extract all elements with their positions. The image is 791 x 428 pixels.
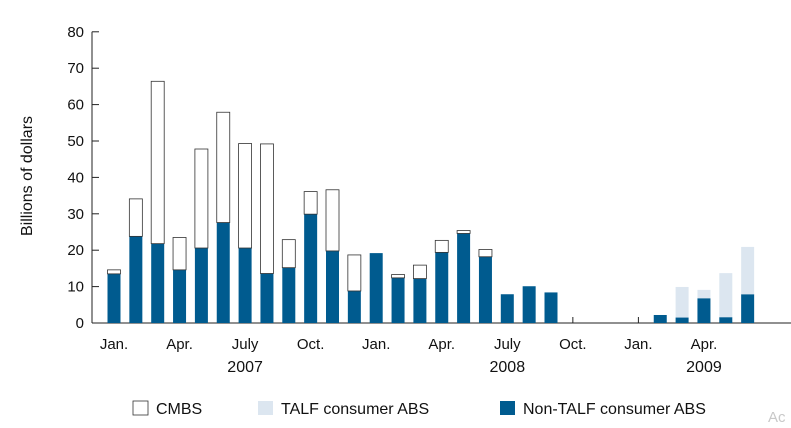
- x-tick-label: Apr.: [428, 336, 455, 353]
- bar-segment-talf-consumer-abs: [719, 273, 733, 318]
- y-axis-title: Billions of dollars: [19, 116, 36, 236]
- x-tick-label: July: [232, 336, 259, 353]
- bar-segment-non-talf-consumer-abs: [653, 314, 667, 323]
- y-tick-label: 40: [67, 169, 84, 186]
- x-tick-label: Jan.: [100, 336, 128, 353]
- x-tick-label: Apr.: [691, 336, 718, 353]
- y-tick-label: 80: [67, 24, 84, 41]
- y-tick-label: 0: [76, 315, 84, 332]
- bar-segment-non-talf-consumer-abs: [478, 256, 492, 323]
- bar-segment-non-talf-consumer-abs: [151, 243, 165, 323]
- bar-segment-non-talf-consumer-abs: [413, 278, 427, 323]
- bar-segment-non-talf-consumer-abs: [216, 222, 230, 323]
- legend-swatch: [258, 401, 273, 415]
- bar-segment-non-talf-consumer-abs: [260, 273, 274, 323]
- bar-segment-non-talf-consumer-abs: [369, 253, 383, 323]
- year-label: 2007: [227, 359, 263, 376]
- bar-segment-cmbs: [325, 189, 340, 252]
- bar-segment-non-talf-consumer-abs: [697, 298, 711, 323]
- bar-segment-cmbs: [172, 237, 187, 271]
- bar-segment-non-talf-consumer-abs: [391, 277, 405, 323]
- bar-segment-non-talf-consumer-abs: [500, 294, 514, 323]
- y-tick-label: 30: [67, 206, 84, 223]
- bar-segment-non-talf-consumer-abs: [435, 252, 449, 323]
- bar-segment-cmbs: [391, 274, 405, 279]
- bar-segment-cmbs: [194, 148, 209, 249]
- bar-segment-talf-consumer-abs: [741, 246, 755, 295]
- y-tick-label: 60: [67, 97, 84, 114]
- x-axis: Jan. Apr. July Oct. Jan. Apr. July Oct. Jan. Apr.…: [92, 317, 791, 376]
- watermark-text: Ac: [768, 409, 786, 426]
- bar-segment-non-talf-consumer-abs: [719, 317, 733, 323]
- x-tick-label: Oct.: [297, 336, 325, 353]
- bar-segment-cmbs: [412, 264, 427, 279]
- legend-label: CMBS: [156, 401, 202, 418]
- bar-segment-non-talf-consumer-abs: [282, 267, 296, 323]
- y-tick-label: 50: [67, 133, 84, 150]
- bar-segment-cmbs: [456, 230, 471, 234]
- bar-segment-cmbs: [238, 143, 253, 249]
- bar-segment-non-talf-consumer-abs: [522, 286, 536, 323]
- bar-segment-non-talf-consumer-abs: [173, 269, 187, 323]
- bar-segment-cmbs: [128, 198, 143, 237]
- bar-segment-cmbs: [107, 269, 121, 275]
- bar-segment-non-talf-consumer-abs: [238, 248, 252, 323]
- legend-label: TALF consumer ABS: [281, 401, 429, 418]
- x-tick-label: Apr.: [166, 336, 193, 353]
- bar-segment-cmbs: [347, 254, 362, 292]
- bar-segment-non-talf-consumer-abs: [457, 233, 471, 323]
- bar-segment-cmbs: [303, 191, 318, 215]
- bar-segment-talf-consumer-abs: [697, 289, 711, 299]
- bar-segment-non-talf-consumer-abs: [675, 317, 689, 323]
- legend: CMBS TALF consumer ABS Non-TALF consumer A…: [132, 400, 706, 418]
- x-tick-label: Oct.: [559, 336, 587, 353]
- y-tick-label: 70: [67, 60, 84, 77]
- y-tick-label: 10: [67, 279, 84, 296]
- legend-swatch: [132, 400, 149, 416]
- bar-segment-cmbs: [434, 239, 449, 253]
- bar-segment-non-talf-consumer-abs: [347, 290, 361, 323]
- y-tick-label: 20: [67, 242, 84, 259]
- bar-segment-non-talf-consumer-abs: [129, 236, 143, 323]
- y-axis: 0 10 20 30 40 50 60 70 80: [67, 24, 99, 332]
- bar-segment-non-talf-consumer-abs: [194, 248, 208, 323]
- bars: [107, 80, 755, 323]
- bar-segment-cmbs: [150, 80, 165, 245]
- bar-segment-cmbs: [281, 239, 296, 269]
- legend-label: Non-TALF consumer ABS: [523, 401, 706, 418]
- year-label: 2009: [686, 359, 722, 376]
- bar-segment-non-talf-consumer-abs: [741, 294, 755, 323]
- bar-segment-non-talf-consumer-abs: [544, 292, 558, 323]
- bar-segment-cmbs: [478, 249, 493, 258]
- x-tick-label: Jan.: [362, 336, 390, 353]
- bar-segment-talf-consumer-abs: [675, 286, 689, 318]
- bar-segment-non-talf-consumer-abs: [326, 250, 339, 323]
- x-tick-label: Jan.: [624, 336, 652, 353]
- bar-segment-cmbs: [260, 143, 274, 274]
- year-label: 2008: [490, 359, 526, 376]
- bar-segment-non-talf-consumer-abs: [107, 273, 121, 323]
- bar-segment-non-talf-consumer-abs: [304, 214, 318, 323]
- bar-segment-cmbs: [216, 111, 231, 223]
- legend-swatch: [500, 401, 515, 415]
- x-tick-label: July: [494, 336, 521, 353]
